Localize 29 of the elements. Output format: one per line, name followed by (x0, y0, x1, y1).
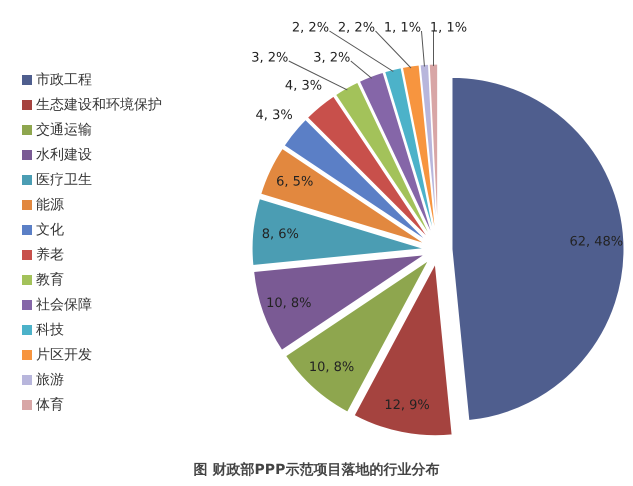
legend-label: 体育 (36, 397, 64, 413)
legend-label: 文化 (36, 222, 64, 238)
legend-label: 市政工程 (36, 72, 92, 88)
legend-label: 旅游 (36, 372, 64, 388)
data-label: 1, 1% (384, 20, 422, 36)
data-label: 4, 3% (284, 78, 322, 94)
data-label: 12, 9% (384, 398, 430, 413)
text: 图 财政部PPP示范项目落地的行业分布 (192, 461, 440, 479)
data-label: 10, 8% (308, 360, 354, 375)
legend-label: 能源 (36, 197, 64, 213)
legend-label: 社会保障 (36, 297, 92, 313)
legend-label: 交通运输 (36, 122, 92, 138)
legend-label: 养老 (36, 247, 64, 263)
data-label: 3, 2% (313, 50, 350, 66)
legend-label: 水利建设 (36, 147, 92, 163)
data-label: 10, 8% (266, 296, 312, 311)
data-label: 6, 5% (276, 174, 314, 190)
data-label: 2, 2% (338, 20, 376, 36)
data-label: 3, 2% (251, 50, 288, 66)
data-label: 2, 2% (292, 20, 330, 36)
data-label: 62, 48% (569, 234, 624, 250)
legend-label: 教育 (36, 272, 64, 288)
legend-label: 片区开发 (36, 347, 92, 363)
legend-label: 医疗卫生 (36, 172, 92, 188)
data-label: 4, 3% (256, 108, 293, 124)
legend-label: 生态建设和环境保护 (36, 97, 162, 113)
legend-label: 科技 (36, 322, 64, 338)
data-label: 8, 6% (262, 226, 299, 242)
data-label: 1, 1% (430, 20, 468, 36)
